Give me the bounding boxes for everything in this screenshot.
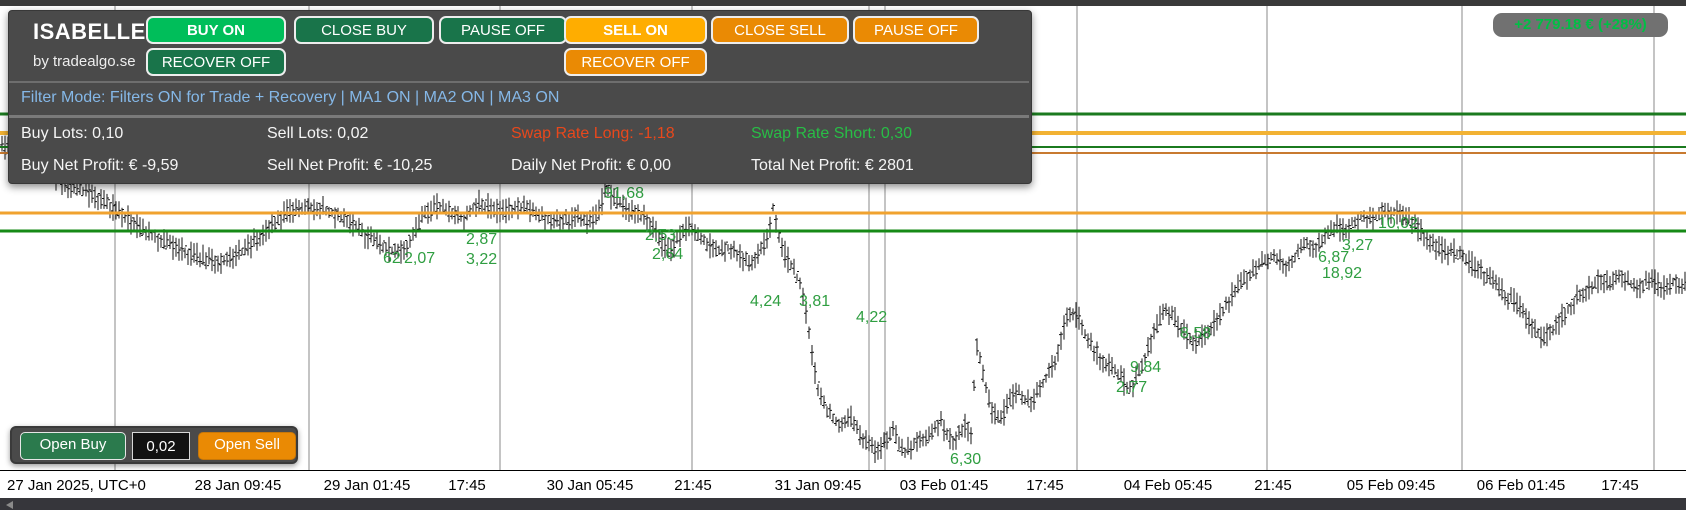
window-bottom-strip xyxy=(0,498,1686,510)
time-axis[interactable]: 27 Jan 2025, UTC+0 28 Jan 09:45 29 Jan 01:… xyxy=(0,471,1686,498)
trade-profit-label: 3,81 xyxy=(799,293,830,310)
close-buy-button[interactable]: CLOSE BUY xyxy=(294,16,434,44)
trade-profit-label: 10,02 xyxy=(1378,215,1418,232)
ohlc-bars xyxy=(0,135,1686,463)
trade-profit-label: 2,64 xyxy=(652,246,683,263)
pause-buy-button[interactable]: PAUSE OFF xyxy=(439,16,567,44)
lot-size-input[interactable] xyxy=(132,432,190,460)
trade-profit-label: 62 xyxy=(383,250,401,267)
trade-profit-label: 2,07 xyxy=(404,250,435,267)
time-axis-label: 27 Jan 2025, UTC+0 xyxy=(7,477,146,494)
time-axis-label: 29 Jan 01:45 xyxy=(323,477,411,494)
time-axis-label: 17:45 xyxy=(1601,477,1639,494)
trade-profit-label: 91,68 xyxy=(604,185,644,202)
time-axis-label: 31 Jan 09:45 xyxy=(774,477,862,494)
open-sell-button[interactable]: Open Sell xyxy=(198,432,296,460)
trade-profit-label: 2,87 xyxy=(466,231,497,248)
time-axis-label: 17:45 xyxy=(1026,477,1064,494)
buy-toggle-button[interactable]: BUY ON xyxy=(146,16,286,44)
swap-rate-short-stat: Swap Rate Short: 0,30 xyxy=(751,125,912,142)
trade-profit-label: 2,53 xyxy=(645,227,676,244)
panel-divider xyxy=(9,115,1029,118)
trade-profit-label: 6,87 xyxy=(1318,249,1349,266)
quick-order-panel: Open Buy Open Sell xyxy=(10,426,298,464)
ea-subtitle: by tradealgo.se xyxy=(33,53,136,70)
trade-profit-label: 3,22 xyxy=(466,251,497,268)
trade-profit-label: 6,30 xyxy=(950,451,981,468)
sell-lots-stat: Sell Lots: 0,02 xyxy=(267,125,369,142)
time-axis-label: 04 Feb 05:45 xyxy=(1123,477,1213,494)
trade-profit-label: 2,77 xyxy=(1116,379,1147,396)
ea-title: ISABELLE xyxy=(33,19,146,44)
trade-profit-label: 8,58 xyxy=(1180,325,1211,342)
open-buy-button[interactable]: Open Buy xyxy=(20,432,126,460)
swap-rate-long-stat: Swap Rate Long: -1,18 xyxy=(511,125,675,142)
sell-toggle-button[interactable]: SELL ON xyxy=(564,16,707,44)
pause-sell-button[interactable]: PAUSE OFF xyxy=(853,16,979,44)
trade-profit-label: 4,22 xyxy=(856,309,887,326)
window-top-strip xyxy=(0,0,1686,6)
time-axis-label: 06 Feb 01:45 xyxy=(1476,477,1566,494)
recover-sell-button[interactable]: RECOVER OFF xyxy=(564,48,707,76)
trade-profit-label: 4,24 xyxy=(750,293,781,310)
scroll-arrow-icon[interactable] xyxy=(6,501,13,509)
time-axis-label: 21:45 xyxy=(1254,477,1292,494)
time-axis-label: 30 Jan 05:45 xyxy=(546,477,634,494)
trade-profit-label: 9,84 xyxy=(1130,359,1161,376)
time-axis-label: 17:45 xyxy=(448,477,486,494)
total-net-profit-stat: Total Net Profit: € 2801 xyxy=(751,157,914,174)
trade-profit-label: 3,27 xyxy=(1342,237,1373,254)
recover-buy-button[interactable]: RECOVER OFF xyxy=(146,48,286,76)
daily-net-profit-stat: Daily Net Profit: € 0,00 xyxy=(511,157,672,174)
sell-net-profit-stat: Sell Net Profit: € -10,25 xyxy=(267,157,433,174)
trade-profit-label: 18,92 xyxy=(1322,265,1362,282)
filter-status-text: Filter Mode: Filters ON for Trade + Reco… xyxy=(21,89,560,106)
account-profit-badge: +2 779.18 € (+28%) xyxy=(1493,13,1668,37)
ea-panel: ISABELLE by tradealgo.se BUY ON CLOSE BU… xyxy=(8,10,1032,184)
buy-lots-stat: Buy Lots: 0,10 xyxy=(21,125,124,142)
time-axis-label: 21:45 xyxy=(674,477,712,494)
time-axis-label: 28 Jan 09:45 xyxy=(194,477,282,494)
time-axis-label: 03 Feb 01:45 xyxy=(899,477,989,494)
close-sell-button[interactable]: CLOSE SELL xyxy=(711,16,849,44)
buy-net-profit-stat: Buy Net Profit: € -9,59 xyxy=(21,157,179,174)
time-axis-label: 05 Feb 09:45 xyxy=(1346,477,1436,494)
panel-divider xyxy=(9,81,1029,83)
